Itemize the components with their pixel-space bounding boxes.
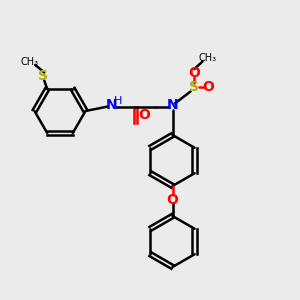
Text: O: O bbox=[202, 80, 214, 94]
Text: O: O bbox=[138, 108, 150, 122]
Text: S: S bbox=[38, 69, 48, 83]
Text: N: N bbox=[167, 98, 178, 112]
Text: O: O bbox=[167, 193, 178, 206]
Text: H: H bbox=[114, 95, 122, 106]
Text: CH₃: CH₃ bbox=[20, 57, 38, 67]
Text: N: N bbox=[106, 98, 118, 112]
Text: S: S bbox=[189, 80, 200, 94]
Text: O: O bbox=[188, 66, 200, 80]
Text: CH₃: CH₃ bbox=[199, 53, 217, 64]
